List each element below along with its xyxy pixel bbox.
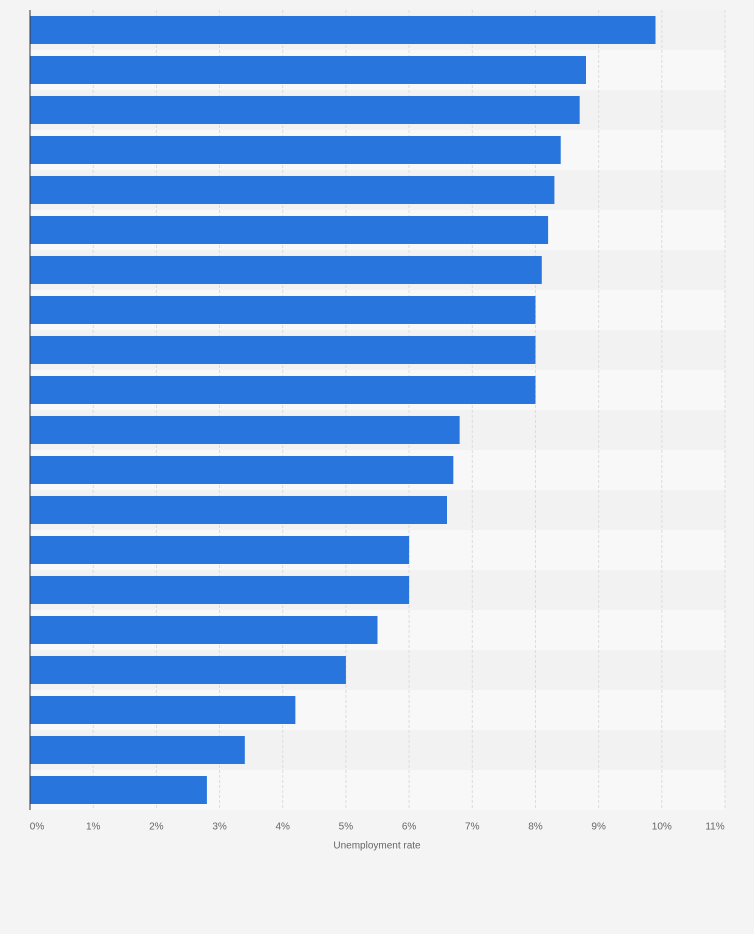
x-tick-label: 4% [276,822,291,833]
bar [30,696,296,724]
bar [30,96,580,124]
x-tick-label: 5% [339,822,354,833]
x-tick-label: 11% [705,822,724,833]
x-tick-label: 8% [528,822,543,833]
bar [30,496,447,524]
bar [30,216,549,244]
x-tick-label: 9% [591,822,606,833]
bar [30,176,555,204]
bar [30,656,346,684]
x-tick-label: 6% [402,822,417,833]
bar [30,536,410,564]
bar [30,736,245,764]
x-tick-label: 0% [30,822,45,833]
bar [30,416,460,444]
bar [30,456,454,484]
x-tick-label: 3% [212,822,227,833]
bar [30,336,536,364]
x-tick-label: 2% [149,822,164,833]
bar [30,16,656,44]
bar [30,256,542,284]
bar [30,576,410,604]
x-tick-label: 7% [465,822,480,833]
bar [30,776,207,804]
bar [30,616,378,644]
plot-background [30,10,725,810]
bar [30,56,586,84]
x-tick-label: 10% [652,822,672,833]
bar [30,296,536,324]
x-tick-label: 1% [86,822,101,833]
bars [30,16,656,804]
x-axis-title: Unemployment rate [333,841,421,852]
bar [30,376,536,404]
bar [30,136,561,164]
